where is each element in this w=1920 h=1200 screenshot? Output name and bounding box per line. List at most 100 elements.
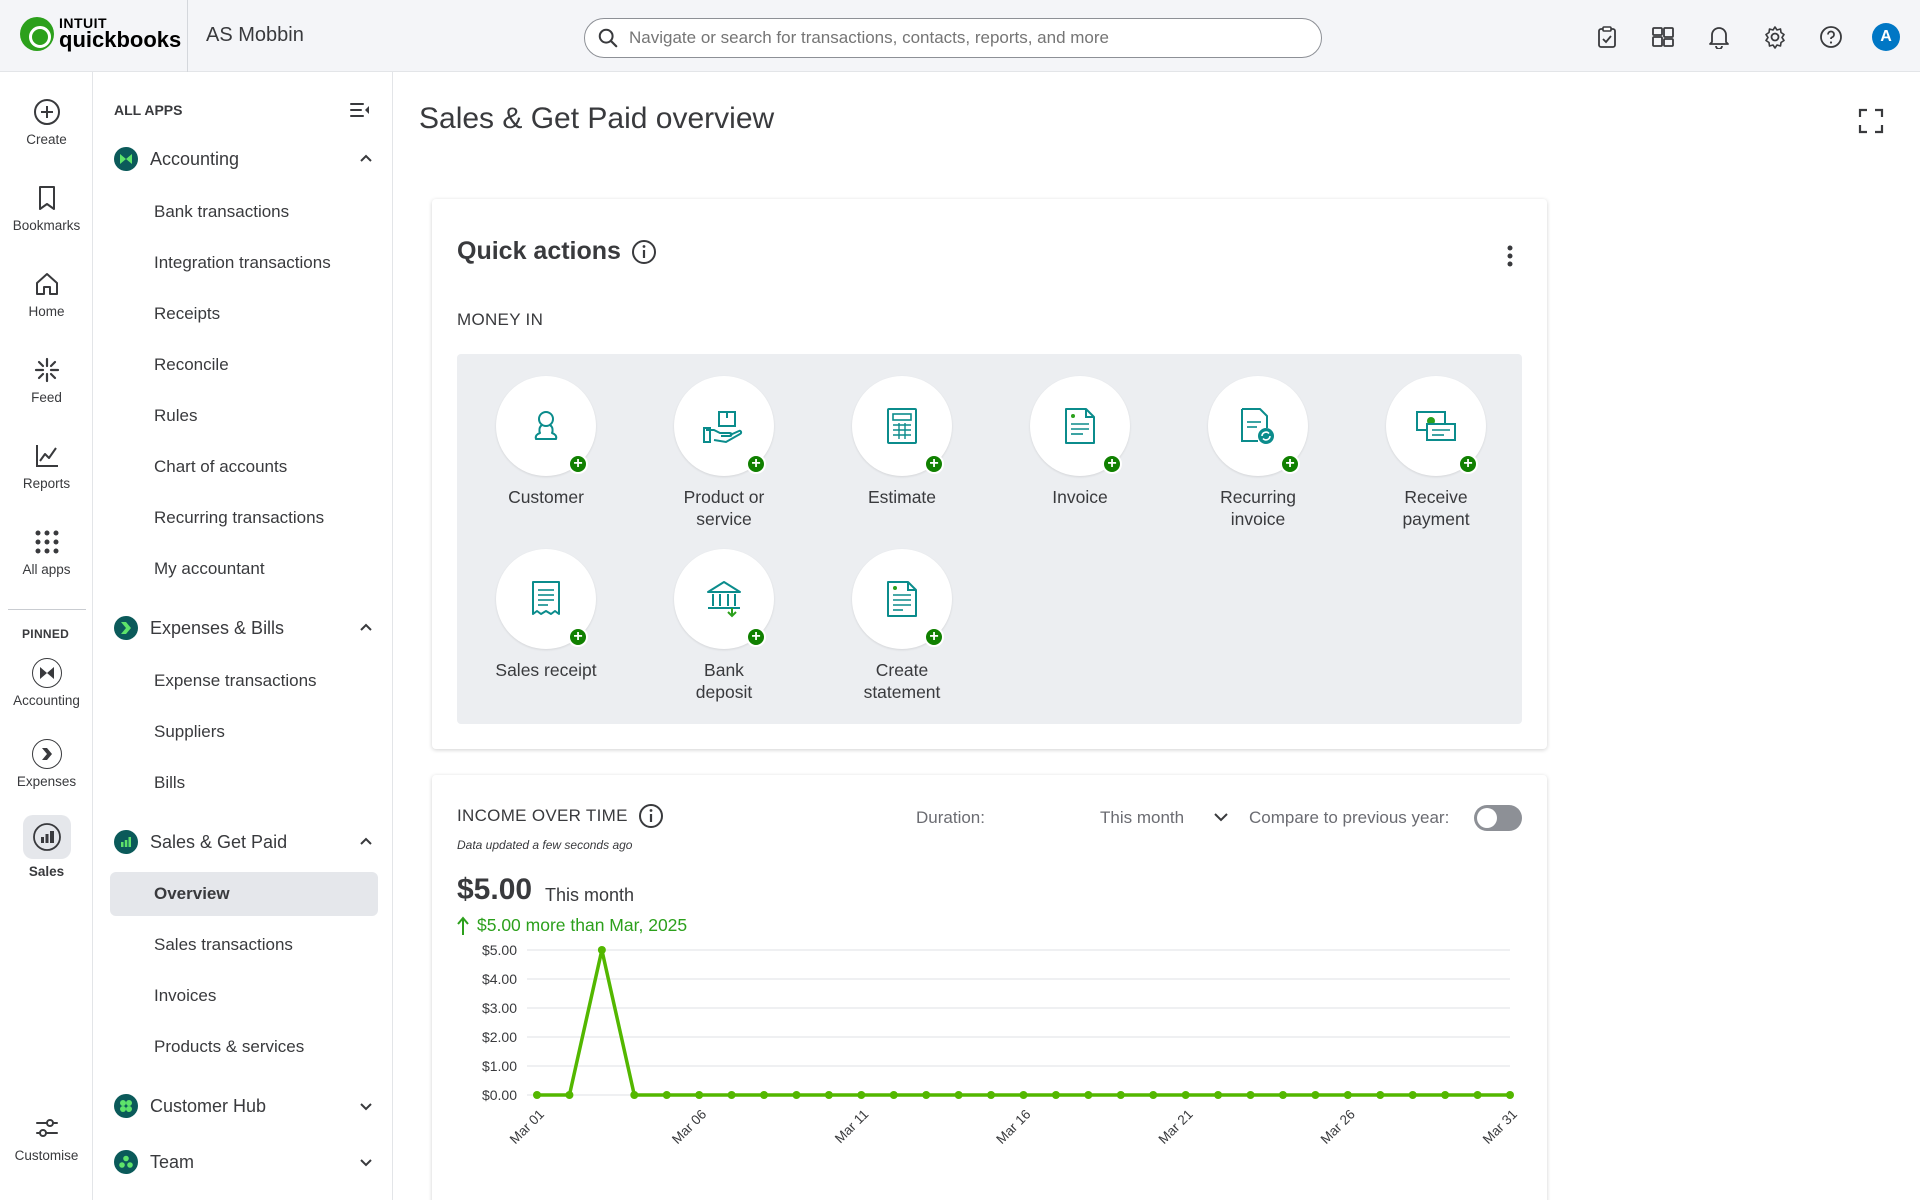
- qa-receive-payment[interactable]: + Receive payment: [1347, 376, 1525, 530]
- rail-bookmarks[interactable]: Bookmarks: [0, 183, 93, 233]
- x-tick-label: Mar 26: [1318, 1107, 1358, 1147]
- section-expenses-bills[interactable]: Expenses & Bills: [114, 613, 374, 643]
- apps-switch-icon[interactable]: [1648, 22, 1678, 52]
- compare-toggle[interactable]: [1474, 805, 1522, 831]
- info-icon[interactable]: [638, 803, 664, 829]
- info-icon[interactable]: [631, 239, 657, 265]
- data-point: [1376, 1091, 1385, 1099]
- y-tick-label: $0.00: [482, 1087, 517, 1103]
- rail-label: Sales: [28, 864, 65, 879]
- qa-product-service[interactable]: + Product or service: [635, 376, 813, 530]
- rail-home[interactable]: Home: [0, 269, 93, 319]
- rail-label: Home: [28, 304, 65, 319]
- compare-label: Compare to previous year:: [1249, 808, 1450, 827]
- notifications-bell-icon[interactable]: [1704, 22, 1734, 52]
- qa-estimate[interactable]: + Estimate: [813, 376, 991, 508]
- sales-icon: [22, 815, 71, 859]
- nav-my-accountant[interactable]: My accountant: [154, 559, 265, 578]
- sliders-icon: [32, 1113, 62, 1143]
- nav-chart-of-accounts[interactable]: Chart of accounts: [154, 457, 288, 476]
- section-accounting[interactable]: Accounting: [114, 144, 374, 174]
- y-tick-label: $5.00: [482, 945, 517, 958]
- nav-suppliers[interactable]: Suppliers: [154, 722, 225, 741]
- rail-create[interactable]: Create: [0, 97, 93, 147]
- section-team[interactable]: Team: [114, 1147, 374, 1177]
- nav-bank-transactions[interactable]: Bank transactions: [154, 202, 290, 221]
- rail-pinned-accounting[interactable]: Accounting: [0, 658, 93, 708]
- search-input[interactable]: [629, 28, 1289, 48]
- rail-all-apps[interactable]: All apps: [0, 527, 93, 577]
- fullscreen-icon[interactable]: [1858, 108, 1884, 139]
- rail-label: Create: [26, 132, 67, 147]
- bank-deposit-icon: [707, 581, 741, 618]
- global-search[interactable]: [584, 18, 1322, 58]
- help-icon[interactable]: [1816, 22, 1846, 52]
- qa-customer[interactable]: + Customer: [457, 376, 635, 508]
- nav-expense-transactions[interactable]: Expense transactions: [154, 671, 317, 690]
- rail-pinned-expenses[interactable]: Expenses: [0, 739, 93, 789]
- recurring-invoice-icon: [1241, 408, 1274, 444]
- more-options-icon[interactable]: [1507, 245, 1513, 272]
- user-avatar[interactable]: A: [1872, 23, 1900, 51]
- collapse-sidebar-icon[interactable]: [350, 102, 370, 123]
- feed-icon: [32, 355, 62, 385]
- left-rail: Create Bookmarks Home Feed Reports All a…: [0, 72, 93, 1200]
- section-title: Customer Hub: [150, 1095, 267, 1116]
- rail-reports[interactable]: Reports: [0, 441, 93, 491]
- data-point: [1084, 1091, 1093, 1099]
- section-customer-hub[interactable]: Customer Hub: [114, 1091, 374, 1121]
- qa-bank-deposit[interactable]: + Bank deposit: [635, 549, 813, 703]
- qa-sales-receipt[interactable]: + Sales receipt: [457, 549, 635, 681]
- quickbooks-logo[interactable]: INTUIT quickbooks: [20, 16, 181, 51]
- section-title: Sales & Get Paid: [150, 831, 288, 852]
- data-point: [1473, 1091, 1482, 1099]
- top-divider: [187, 0, 188, 72]
- top-bar: INTUIT quickbooks AS Mobbin A: [0, 0, 1920, 72]
- qa-recurring-invoice[interactable]: + Recurring invoice: [1169, 376, 1347, 530]
- chevron-up-icon: [360, 623, 372, 631]
- accounting-app-icon: [114, 147, 138, 171]
- data-point: [1311, 1091, 1320, 1099]
- qa-label: Customer: [508, 487, 584, 507]
- income-heading: INCOME OVER TIME: [457, 806, 628, 825]
- add-plus-icon: +: [746, 454, 766, 474]
- add-plus-icon: +: [924, 454, 944, 474]
- nav-invoices[interactable]: Invoices: [154, 986, 217, 1005]
- data-point: [1149, 1091, 1158, 1099]
- income-over-time-card: INCOME OVER TIME Data updated a few seco…: [432, 775, 1547, 1200]
- chevron-down-icon[interactable]: [1212, 809, 1230, 825]
- income-line-chart: $0.00 $1.00 $2.00 $3.00 $4.00 $5.00 Mar 01 Mar …: [482, 945, 1520, 1147]
- data-point: [1019, 1091, 1028, 1099]
- rail-feed[interactable]: Feed: [0, 355, 93, 405]
- chevron-up-icon: [360, 154, 372, 162]
- nav-rules[interactable]: Rules: [154, 406, 198, 425]
- data-point: [922, 1091, 931, 1099]
- company-name[interactable]: AS Mobbin: [206, 24, 304, 46]
- data-point: [1278, 1091, 1287, 1099]
- qa-invoice[interactable]: + Invoice: [991, 376, 1169, 508]
- nav-overview[interactable]: Overview: [110, 872, 378, 916]
- y-tick-label: $3.00: [482, 1000, 517, 1016]
- rail-label: Reports: [22, 476, 71, 491]
- add-plus-icon: +: [924, 627, 944, 647]
- all-apps-heading: ALL APPS: [114, 102, 183, 118]
- nav-integration-transactions[interactable]: Integration transactions: [154, 253, 331, 272]
- settings-gear-icon[interactable]: [1760, 22, 1790, 52]
- duration-select[interactable]: This month: [1100, 808, 1185, 827]
- plus-circle-icon: [32, 97, 62, 127]
- section-sales-get-paid[interactable]: Sales & Get Paid: [114, 827, 374, 857]
- task-clipboard-icon[interactable]: [1592, 22, 1622, 52]
- qa-create-statement[interactable]: + Create statement: [813, 549, 991, 703]
- rail-pinned-sales[interactable]: Sales: [0, 815, 93, 879]
- nav-bills[interactable]: Bills: [154, 773, 186, 792]
- nav-products-services[interactable]: Products & services: [154, 1037, 305, 1056]
- invoice-icon: [1065, 408, 1095, 444]
- rail-customise[interactable]: Customise: [0, 1113, 93, 1163]
- logo-intuit-text: INTUIT: [59, 15, 108, 31]
- nav-recurring-transactions[interactable]: Recurring transactions: [154, 508, 325, 527]
- nav-sales-transactions[interactable]: Sales transactions: [154, 935, 293, 954]
- x-tick-label: Mar 21: [1155, 1107, 1195, 1147]
- nav-receipts[interactable]: Receipts: [154, 304, 221, 323]
- nav-reconcile[interactable]: Reconcile: [154, 355, 229, 374]
- expenses-icon: [31, 739, 62, 769]
